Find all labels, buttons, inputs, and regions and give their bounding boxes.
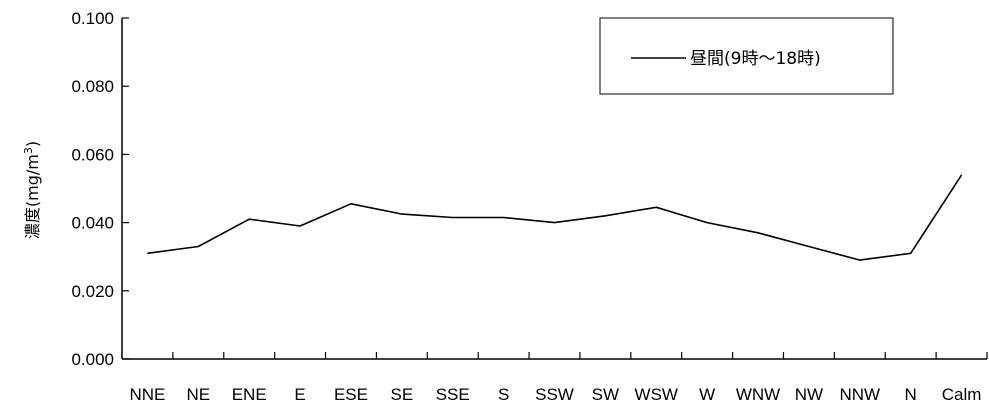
x-tick-label: SE [391, 385, 414, 404]
x-tick-label: ENE [232, 385, 267, 404]
y-axis-title-text: 濃度(mg/m [23, 154, 42, 239]
y-tick-label: 0.040 [71, 214, 114, 233]
y-tick-label: 0.080 [71, 77, 114, 96]
x-tick-label: SSW [535, 385, 574, 404]
series-group [147, 174, 963, 261]
x-tick-label: NE [187, 385, 211, 404]
y-axis-title-superscript: 3 [22, 147, 35, 154]
legend-box [599, 17, 894, 95]
y-axis-ticks [122, 17, 129, 360]
x-tick-label: W [699, 385, 715, 404]
y-axis-title: 濃度(mg/m3) [22, 141, 43, 239]
x-tick-label: Calm [942, 385, 982, 404]
x-tick-label: NNE [129, 385, 165, 404]
x-tick-label: NNW [839, 385, 880, 404]
x-tick-label: WSW [635, 385, 678, 404]
y-tick-label: 0.000 [71, 350, 114, 369]
legend-label: 昼間(9時～18時) [690, 49, 821, 69]
x-axis-ticks [172, 352, 988, 359]
x-tick-label: E [294, 385, 305, 404]
x-tick-label: ESE [334, 385, 368, 404]
x-tick-label: WNW [736, 385, 780, 404]
y-axis-title-close: ) [23, 141, 42, 147]
x-tick-label: N [905, 385, 917, 404]
x-tick-label: SSE [436, 385, 470, 404]
legend: 昼間(9時～18時) [599, 17, 894, 95]
y-tick-label: 0.020 [71, 282, 114, 301]
y-tick-label: 0.100 [71, 9, 114, 28]
x-tick-label: SW [592, 385, 619, 404]
x-axis-tick-labels: NNE NE ENE E ESE SE SSE S SSW SW WSW W WNW NW NNW N Calm [129, 385, 981, 404]
series-line [147, 174, 963, 261]
y-tick-label: 0.060 [71, 145, 114, 164]
y-axis-tick-labels: 0.000 0.020 0.040 0.060 0.080 0.100 [71, 9, 114, 369]
x-tick-label: S [498, 385, 509, 404]
x-tick-label: NW [795, 385, 823, 404]
